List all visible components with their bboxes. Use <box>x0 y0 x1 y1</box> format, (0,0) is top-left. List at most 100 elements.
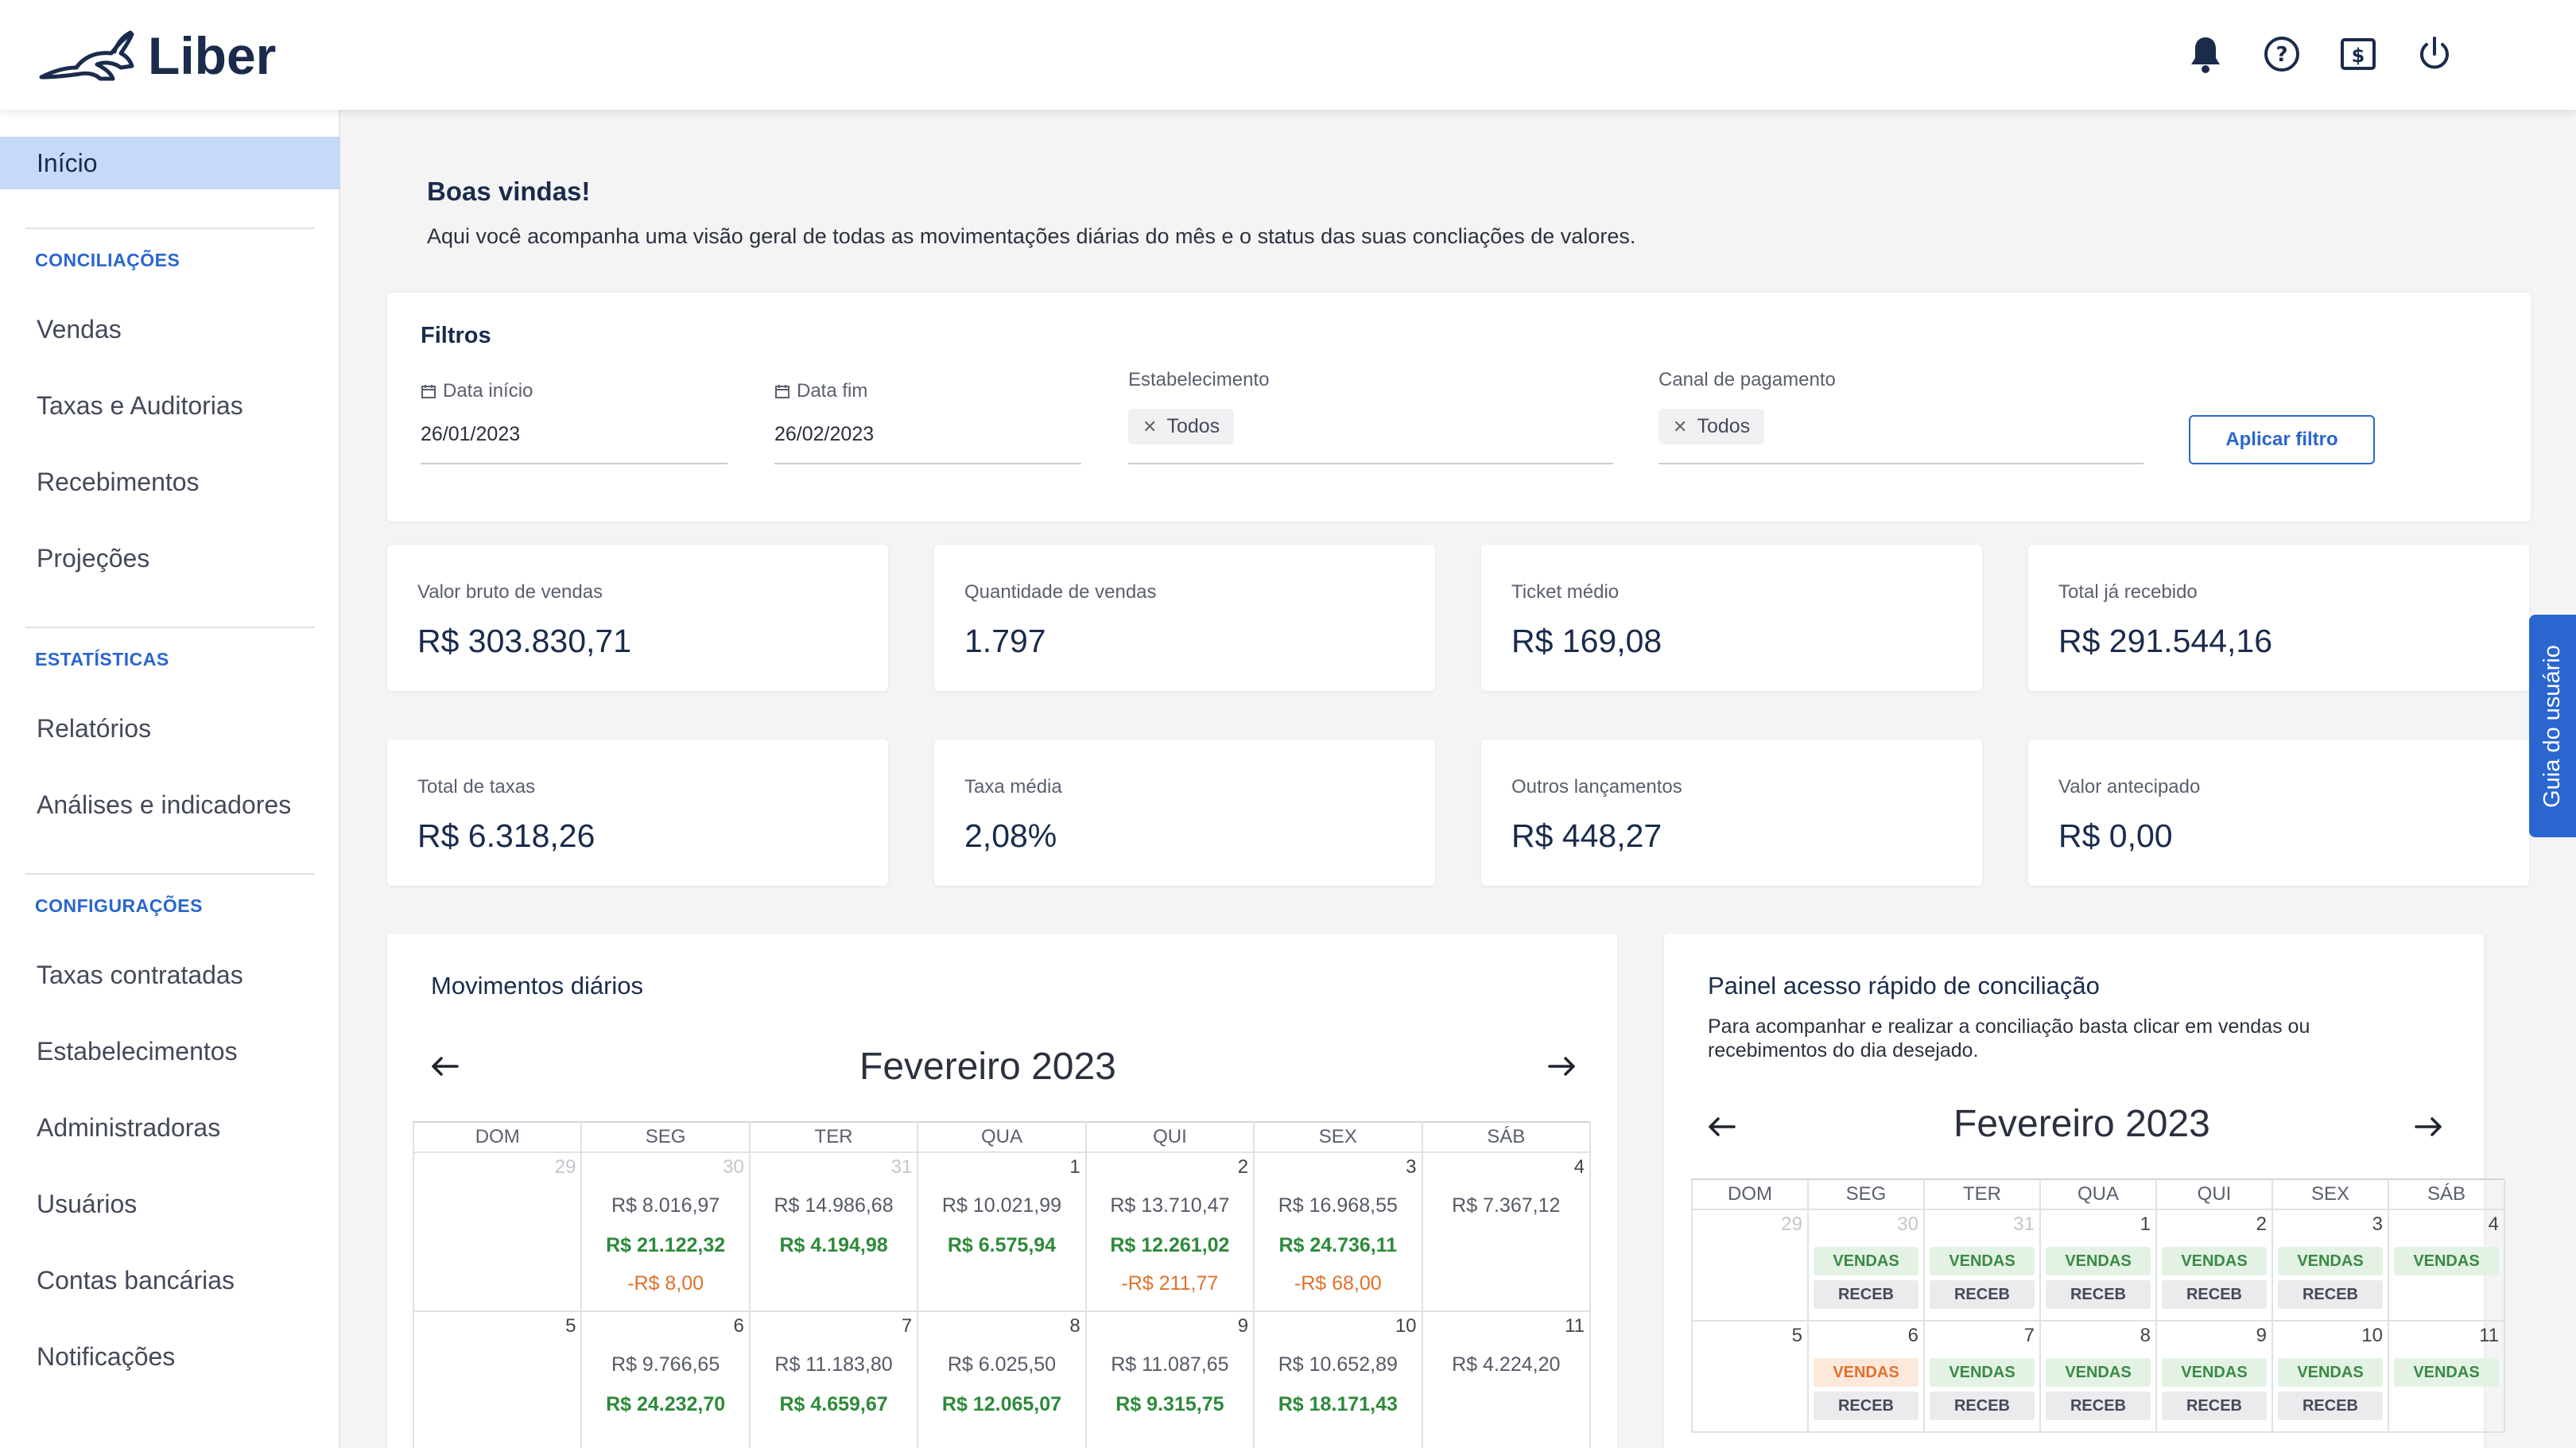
receipts-button[interactable]: RECEB <box>2046 1392 2151 1420</box>
weekday-header: SEX <box>1253 1121 1423 1153</box>
establishment-select[interactable]: Estabelecimento ✕ Todos <box>1128 369 1613 464</box>
day-number: 29 <box>554 1156 576 1178</box>
weekday-header: QUA <box>917 1121 1087 1153</box>
apply-filter-button[interactable]: Aplicar filtro <box>2189 415 2375 464</box>
stat-label: Valor bruto de vendas <box>417 581 603 603</box>
daily-calendar: DOM SEG TER QUA QUI SEX SÁB 29 30 R$ 8.016,97 R$ … <box>412 1121 1592 1448</box>
receipts-button[interactable]: RECEB <box>1814 1392 1918 1420</box>
sidebar-item-taxas-contratadas[interactable]: Taxas contratadas <box>37 961 243 989</box>
calendar-day[interactable]: 2 R$ 13.710,47 R$ 12.261,02 -R$ 211,77 <box>1084 1151 1255 1312</box>
sidebar-item-projecoes[interactable]: Projeções <box>37 544 150 573</box>
receipts-button[interactable]: RECEB <box>2046 1280 2151 1309</box>
svg-text:?: ? <box>2275 43 2287 67</box>
sales-button[interactable]: VENDAS <box>2162 1247 2267 1275</box>
receipts-button[interactable]: RECEB <box>2162 1280 2267 1309</box>
arrow-right-icon[interactable] <box>1546 1054 1578 1078</box>
help-icon[interactable]: ? <box>2260 30 2304 78</box>
sidebar-item-estabelecimentos[interactable]: Estabelecimentos <box>37 1037 238 1066</box>
arrow-right-icon[interactable] <box>2413 1115 2445 1139</box>
calendar-day: 11 VENDAS <box>2388 1320 2505 1433</box>
calendar-week: 29 30 VENDAS RECEB 31 VENDAS RECEB 1 VENDAS RECEB… <box>1691 1209 2505 1322</box>
calendar-day[interactable]: 10 R$ 10.652,89 R$ 18.171,43 <box>1253 1310 1423 1448</box>
start-date-field[interactable]: Data início 26/01/2023 <box>421 380 727 464</box>
calendar-day[interactable]: 9 R$ 11.087,65 R$ 9.315,75 <box>1084 1310 1255 1448</box>
deduction-amount: -R$ 8,00 <box>627 1272 704 1295</box>
channel-select[interactable]: Canal de pagamento ✕ Todos <box>1658 369 2143 464</box>
liber-logo[interactable]: Liber <box>38 24 276 87</box>
day-number: 5 <box>565 1315 576 1337</box>
sidebar-item-taxas-auditorias[interactable]: Taxas e Auditorias <box>37 391 243 420</box>
end-date-value[interactable]: 26/02/2023 <box>774 423 875 445</box>
receipts-button[interactable]: RECEB <box>2278 1392 2383 1420</box>
sidebar-item-vendas[interactable]: Vendas <box>37 315 122 344</box>
sidebar-item-notificacoes[interactable]: Notificações <box>37 1342 176 1371</box>
calendar-day[interactable]: 29 <box>412 1151 583 1312</box>
establishment-chip[interactable]: ✕ Todos <box>1128 409 1235 444</box>
calendar-day: 5 <box>1691 1320 1809 1433</box>
quick-access-panel: Painel acesso rápido de conciliação Para… <box>1664 934 2505 1448</box>
start-date-value[interactable]: 26/01/2023 <box>421 423 521 445</box>
calendar-day[interactable]: 11 R$ 4.224,20 <box>1421 1310 1592 1448</box>
sidebar-item-recebimentos[interactable]: Recebimentos <box>37 468 200 496</box>
sales-button[interactable]: VENDAS <box>2278 1358 2383 1387</box>
received-amount: R$ 21.122,32 <box>606 1234 726 1256</box>
calendar-day[interactable]: 5 <box>412 1310 583 1448</box>
dollar-icon[interactable]: $ <box>2336 30 2380 78</box>
calendar-day[interactable]: 3 R$ 16.968,55 R$ 24.736,11 -R$ 68,00 <box>1253 1151 1423 1312</box>
receipts-button[interactable]: RECEB <box>2162 1392 2267 1420</box>
day-number: 1 <box>2140 1213 2151 1235</box>
user-guide-tab[interactable]: Guia do usuário <box>2529 615 2576 837</box>
sales-button[interactable]: VENDAS <box>1814 1358 1918 1387</box>
sales-amount: R$ 10.021,99 <box>941 1194 1062 1217</box>
sidebar-item-inicio[interactable]: Início <box>0 137 340 189</box>
sales-button[interactable]: VENDAS <box>1930 1247 2035 1275</box>
calendar-day[interactable]: 7 R$ 11.183,80 R$ 4.659,67 <box>748 1310 919 1448</box>
stat-card: Quantidade de vendas 1.797 <box>934 545 1435 691</box>
calendar-day[interactable]: 1 R$ 10.021,99 R$ 6.575,94 <box>917 1151 1087 1312</box>
stat-label: Ticket médio <box>1511 581 1620 603</box>
day-number: 7 <box>901 1315 913 1337</box>
sales-button[interactable]: VENDAS <box>2394 1247 2499 1275</box>
sidebar-item-usuarios[interactable]: Usuários <box>37 1190 138 1218</box>
weekday-header: QUA <box>2039 1178 2157 1210</box>
arrow-left-icon[interactable] <box>429 1054 460 1078</box>
receipts-button[interactable]: RECEB <box>2278 1280 2383 1309</box>
daily-movements-title: Movimentos diários <box>431 972 644 1000</box>
sales-amount: R$ 6.025,50 <box>947 1353 1057 1376</box>
calendar-day[interactable]: 4 R$ 7.367,12 <box>1421 1151 1592 1312</box>
arrow-left-icon[interactable] <box>1705 1115 1737 1139</box>
calendar-day[interactable]: 6 R$ 9.766,65 R$ 24.232,70 <box>580 1310 751 1448</box>
received-amount: R$ 9.315,75 <box>1115 1393 1224 1415</box>
sales-button[interactable]: VENDAS <box>2278 1247 2383 1275</box>
receipts-button[interactable]: RECEB <box>1930 1280 2035 1309</box>
sales-button[interactable]: VENDAS <box>2046 1358 2151 1387</box>
sidebar-item-relatorios[interactable]: Relatórios <box>37 714 152 743</box>
sales-button[interactable]: VENDAS <box>2162 1358 2267 1387</box>
receipts-button[interactable]: RECEB <box>1930 1392 2035 1420</box>
sidebar-item-administradoras[interactable]: Administradoras <box>37 1113 221 1142</box>
calendar-day[interactable]: 30 R$ 8.016,97 R$ 21.122,32 -R$ 8,00 <box>580 1151 751 1312</box>
section-configuracoes: CONFIGURAÇÕES <box>35 895 203 916</box>
sales-button[interactable]: VENDAS <box>1814 1247 1918 1275</box>
sidebar-item-contas-bancarias[interactable]: Contas bancárias <box>37 1266 235 1295</box>
sales-amount: R$ 14.986,68 <box>774 1194 894 1217</box>
remove-chip-icon[interactable]: ✕ <box>1673 416 1688 437</box>
receipts-button[interactable]: RECEB <box>1814 1280 1918 1309</box>
power-icon[interactable] <box>2412 30 2457 78</box>
calendar-day[interactable]: 8 R$ 6.025,50 R$ 12.065,07 <box>917 1310 1087 1448</box>
filters-panel: Filtros Data início 26/01/2023 Data fim … <box>387 293 2531 522</box>
channel-chip[interactable]: ✕ Todos <box>1658 409 1765 444</box>
sales-button[interactable]: VENDAS <box>1930 1358 2035 1387</box>
bell-icon[interactable] <box>2183 30 2228 78</box>
sales-button[interactable]: VENDAS <box>2046 1247 2151 1275</box>
weekday-header: QUI <box>1084 1121 1255 1153</box>
remove-chip-icon[interactable]: ✕ <box>1143 416 1158 437</box>
calendar-day[interactable]: 31 R$ 14.986,68 R$ 4.194,98 <box>748 1151 919 1312</box>
weekday-header: SEX <box>2271 1178 2389 1210</box>
end-date-field[interactable]: Data fim 26/02/2023 <box>774 380 1081 464</box>
user-guide-label: Guia do usuário <box>2539 644 2565 808</box>
sales-button[interactable]: VENDAS <box>2394 1358 2499 1387</box>
sidebar-item-analises[interactable]: Análises e indicadores <box>37 790 292 819</box>
stat-label: Taxa média <box>964 776 1062 798</box>
received-amount: R$ 6.575,94 <box>947 1234 1057 1256</box>
